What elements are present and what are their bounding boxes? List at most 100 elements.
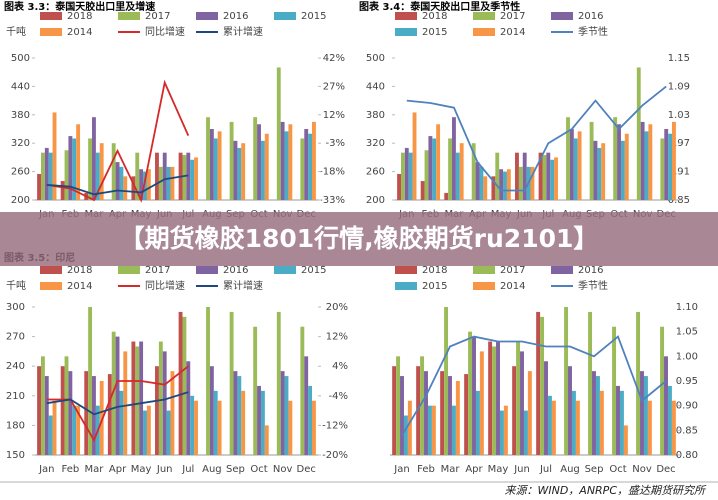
- bar: [516, 341, 521, 455]
- bar: [636, 67, 641, 200]
- legend-label: 2018: [67, 265, 92, 276]
- bar: [229, 121, 234, 200]
- bar: [506, 169, 511, 200]
- banner-title: 【期货橡胶1801行情,橡胶期货ru2101】: [120, 224, 599, 253]
- bar: [72, 405, 77, 455]
- bar: [503, 405, 508, 455]
- chart: 0.80 0.85 0.90 0.95 1.00 1.05 1.10 Jan Feb Mar Apr…: [390, 265, 698, 475]
- bar: [503, 171, 507, 200]
- bar: [146, 405, 151, 455]
- bar: [392, 366, 397, 455]
- bar: [571, 390, 576, 455]
- bar: [554, 157, 558, 200]
- bar: [308, 133, 313, 200]
- legend-label: 2017: [145, 11, 170, 22]
- y-tick-label: 260: [366, 167, 385, 178]
- bar: [40, 152, 45, 200]
- bar: [471, 143, 476, 200]
- bar: [404, 147, 409, 200]
- y2-tick-label: -18%: [319, 167, 345, 178]
- bar: [52, 400, 57, 455]
- bar: [170, 371, 175, 455]
- bar: [139, 169, 144, 200]
- bar: [162, 351, 167, 455]
- bar: [488, 341, 493, 455]
- y2-tick-label: 0.85: [676, 425, 698, 436]
- y2-tick-label: -33%: [319, 195, 345, 206]
- bar: [432, 138, 437, 200]
- legend-label: 2018: [67, 11, 92, 22]
- x-tick-label: Jun: [513, 464, 530, 475]
- bar: [420, 356, 425, 455]
- bar: [660, 138, 665, 200]
- bar: [496, 341, 500, 455]
- bar: [427, 405, 432, 455]
- legend-label: 2015: [301, 11, 326, 22]
- legend-label: 同比增速: [145, 25, 185, 38]
- bar: [253, 117, 258, 200]
- x-tick-label: Feb: [62, 464, 80, 475]
- bar: [186, 152, 191, 200]
- bar: [280, 121, 285, 200]
- legend-swatch: [551, 12, 573, 20]
- chart-title: 图表 3.3：泰国天胶出口里及增速: [4, 0, 155, 13]
- bar: [620, 140, 625, 200]
- bar: [616, 385, 620, 455]
- bar: [664, 129, 669, 200]
- legend-swatch: [473, 12, 495, 20]
- bar: [194, 400, 198, 455]
- y-tick-label: 380: [11, 110, 30, 121]
- bar: [241, 390, 246, 455]
- legend-label: 2018: [422, 11, 447, 22]
- bar: [593, 140, 598, 200]
- bar: [308, 385, 313, 455]
- bar: [546, 152, 551, 200]
- bar: [499, 410, 504, 455]
- bar: [403, 415, 408, 455]
- bar: [229, 311, 234, 455]
- x-tick-label: Jul: [181, 464, 194, 475]
- legend-swatch: [196, 12, 218, 20]
- bar: [589, 121, 594, 200]
- bar: [182, 316, 187, 455]
- bar: [542, 155, 547, 200]
- bar: [428, 136, 433, 200]
- x-tick-label: Sep: [226, 464, 245, 475]
- bar: [209, 366, 214, 455]
- bar: [155, 152, 159, 200]
- bar: [636, 311, 641, 455]
- bar: [640, 121, 645, 200]
- bar: [135, 152, 140, 200]
- bar: [68, 136, 73, 200]
- bar: [416, 366, 421, 455]
- bar: [253, 326, 258, 455]
- bar: [550, 159, 555, 200]
- bar: [597, 147, 602, 200]
- y2-tick-label: 20%: [326, 302, 348, 313]
- bar: [146, 169, 151, 200]
- y2-tick-label: 4%: [332, 361, 348, 372]
- x-tick-label: Apr: [465, 464, 483, 475]
- bar: [408, 152, 413, 200]
- bar: [592, 371, 596, 455]
- bar: [495, 152, 500, 200]
- y-axis-label: 千吨: [6, 25, 26, 38]
- bar: [527, 371, 532, 455]
- y2-tick-label: 27%: [323, 81, 345, 92]
- bar: [76, 405, 81, 455]
- y2-tick-label: -20%: [322, 450, 348, 461]
- bar: [209, 129, 214, 200]
- bar: [111, 143, 116, 200]
- x-tick-label: Nov: [632, 464, 652, 475]
- y-tick-label: 300: [6, 302, 25, 313]
- bar: [115, 336, 120, 455]
- x-tick-label: Mar: [441, 464, 461, 475]
- bar: [664, 356, 668, 455]
- bar: [257, 385, 261, 455]
- bar: [64, 150, 69, 200]
- bar: [143, 171, 147, 200]
- y2-tick-label: 42%: [323, 53, 345, 64]
- bar: [119, 390, 124, 455]
- bar: [538, 152, 543, 200]
